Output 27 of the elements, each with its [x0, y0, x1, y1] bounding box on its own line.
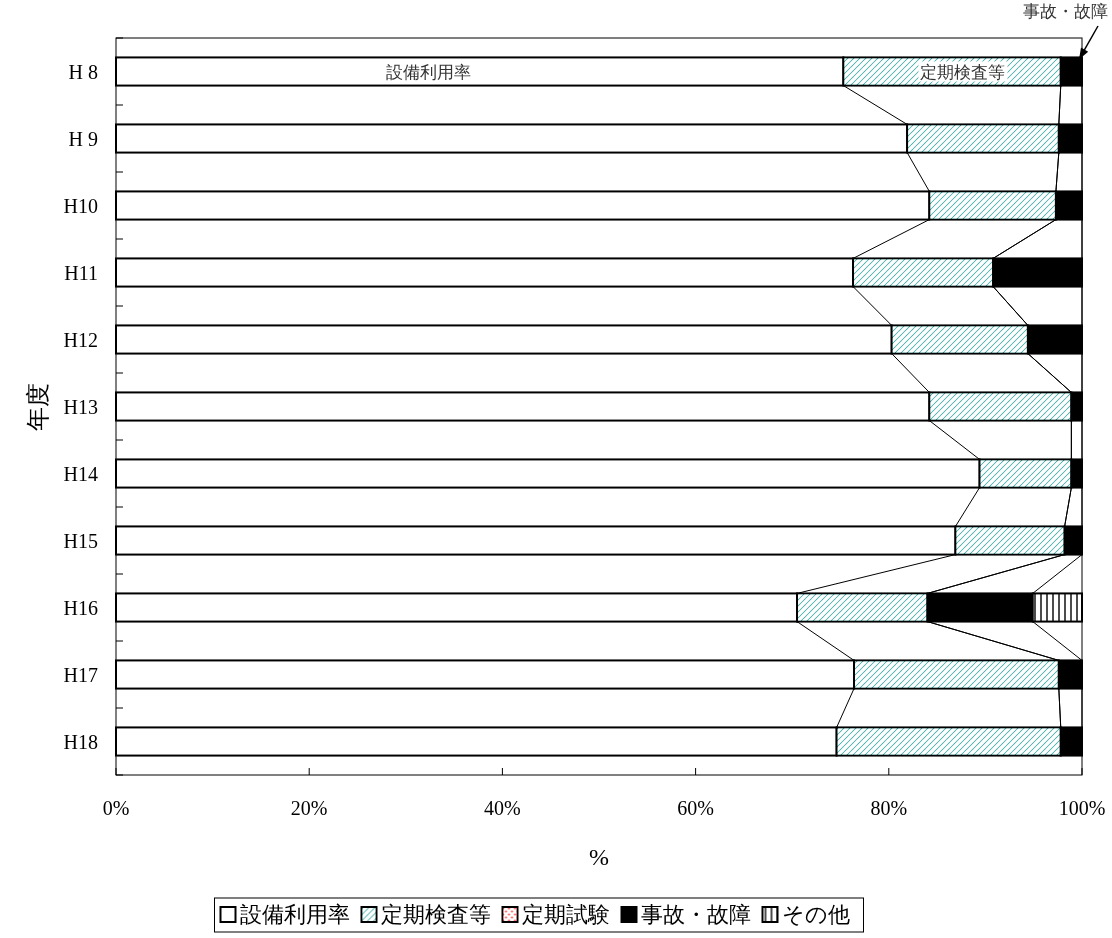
- y-tick-label: H15: [63, 529, 98, 552]
- legend-label: 定期試験: [521, 902, 610, 927]
- annotation: 設備利用率: [386, 62, 472, 82]
- y-tick-label: H 9: [68, 127, 98, 150]
- x-tick-label: 20%: [290, 797, 328, 819]
- x-tick-label: 0%: [102, 797, 130, 819]
- y-tick-label: H17: [63, 663, 98, 686]
- annotation: 定期検査等: [920, 62, 1006, 82]
- x-tick-label: 80%: [870, 797, 908, 819]
- x-axis-title: %: [589, 844, 609, 870]
- legend-label: 事故・故障: [640, 902, 751, 927]
- y-tick-label: H18: [63, 730, 98, 753]
- y-axis-title: 年度: [25, 382, 51, 431]
- annotation: 事故・故障: [1023, 2, 1108, 21]
- x-tick-label: 100%: [1058, 797, 1106, 819]
- x-tick-label: 40%: [484, 797, 521, 819]
- x-tick-label: 60%: [677, 797, 714, 819]
- y-tick-label: H11: [64, 261, 98, 284]
- legend-label: 定期検査等: [380, 902, 491, 927]
- y-tick-label: H14: [63, 462, 98, 485]
- legend-label: 設備利用率: [239, 902, 350, 927]
- y-tick-label: H12: [63, 328, 98, 351]
- y-tick-label: H 8: [68, 60, 98, 83]
- y-tick-label: H10: [63, 194, 98, 217]
- y-tick-label: H16: [63, 596, 98, 619]
- y-tick-label: H13: [63, 395, 98, 418]
- legend-label: その他: [781, 902, 850, 927]
